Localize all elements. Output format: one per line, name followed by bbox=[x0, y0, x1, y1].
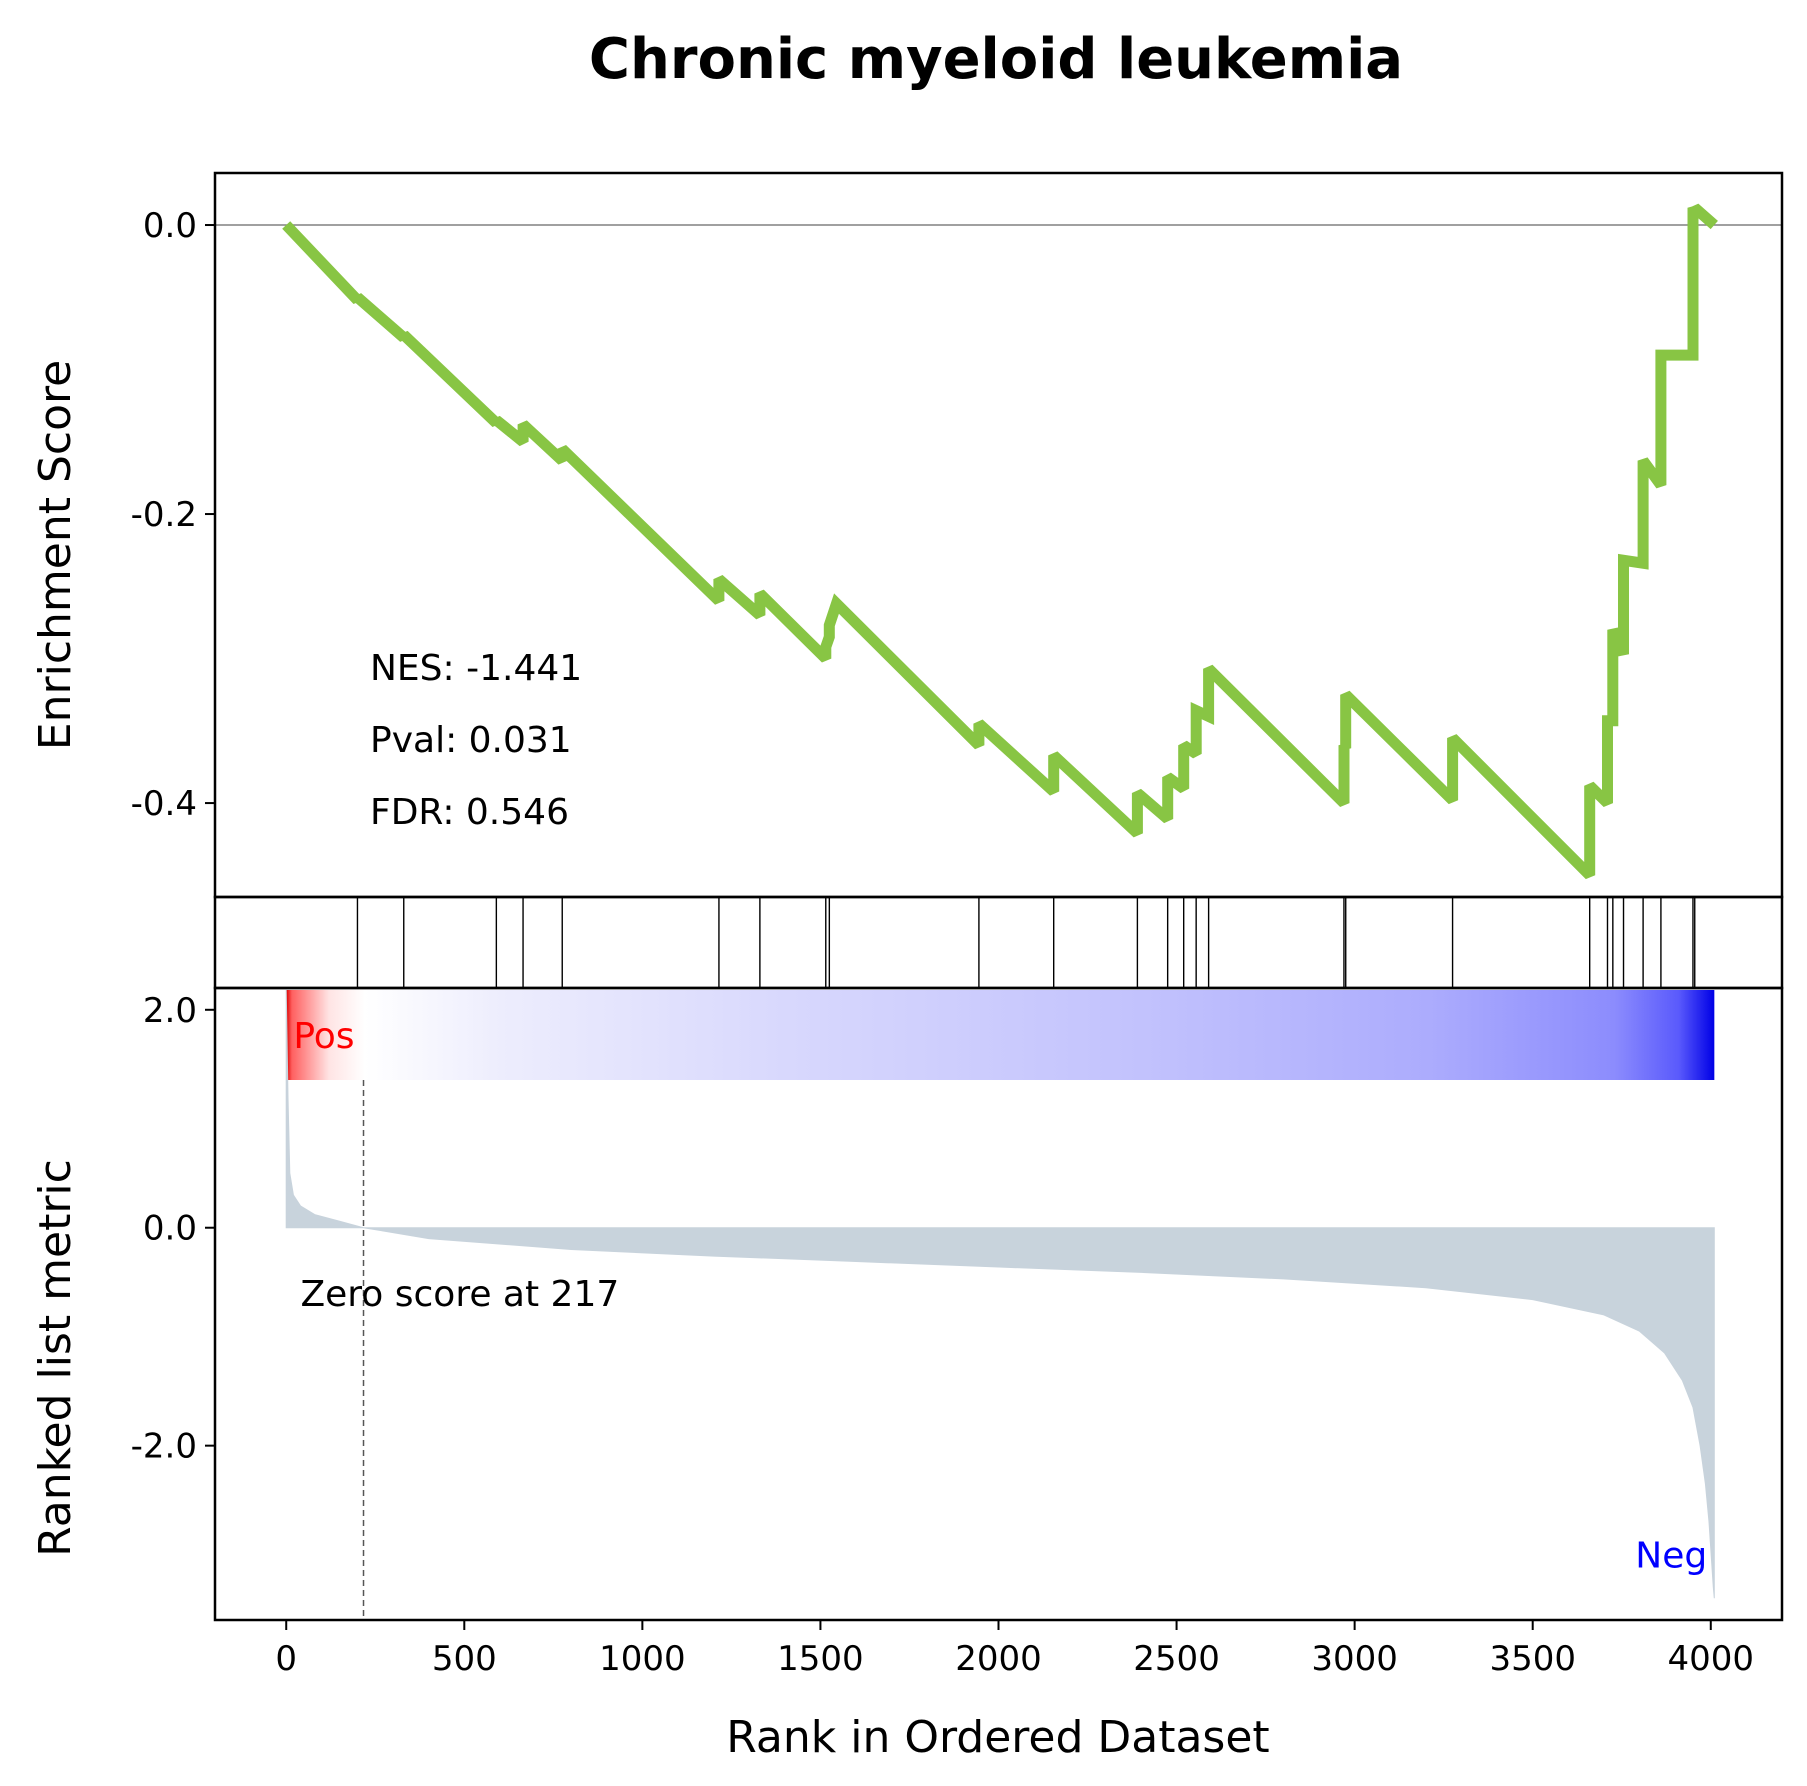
es-y-axis-label: Enrichment Score bbox=[30, 360, 81, 750]
x-tick-label: 3000 bbox=[1311, 1639, 1398, 1679]
x-tick-label: 1500 bbox=[777, 1639, 864, 1679]
zero-score-text: Zero score at 217 bbox=[300, 1274, 619, 1315]
x-tick-label: 2000 bbox=[955, 1639, 1042, 1679]
rm-y-tick-label: 0.0 bbox=[143, 1209, 197, 1249]
rm-y-tick-label: -2.0 bbox=[131, 1427, 197, 1467]
x-tick-label: 3500 bbox=[1489, 1639, 1576, 1679]
es-y-tick-label: 0.0 bbox=[143, 206, 197, 246]
pos-label: Pos bbox=[293, 1016, 354, 1057]
enrichment-panel: 0.0 -0.2 -0.4 NES: -1.441 Pval: 0.031 FDR:… bbox=[30, 171, 1784, 899]
rank-heatmap-bar bbox=[286, 990, 1715, 1080]
pval-text: Pval: 0.031 bbox=[370, 720, 572, 761]
x-tick-label: 500 bbox=[432, 1639, 497, 1679]
x-axis: 0 500 1000 1500 2000 2500 3000 3500 4000 bbox=[275, 1620, 1754, 1679]
ranked-panel: 2.0 0.0 -2.0 Pos Neg Zero score at 217 Ran… bbox=[30, 986, 1784, 1622]
hit-lines bbox=[356, 897, 1696, 988]
x-tick-label: 0 bbox=[275, 1639, 297, 1679]
es-y-tick-label: -0.4 bbox=[131, 784, 197, 824]
x-tick-label: 1000 bbox=[599, 1639, 686, 1679]
x-tick-label: 4000 bbox=[1668, 1639, 1755, 1679]
es-panel-frame bbox=[213, 171, 1784, 899]
rm-y-tick-label: 2.0 bbox=[143, 991, 197, 1031]
es-line bbox=[282, 203, 1718, 880]
rm-y-axis: 2.0 0.0 -2.0 bbox=[131, 991, 215, 1467]
es-y-axis: 0.0 -0.2 -0.4 bbox=[131, 206, 215, 824]
nes-text: NES: -1.441 bbox=[370, 648, 582, 689]
neg-label: Neg bbox=[1635, 1536, 1707, 1577]
hits-panel bbox=[213, 895, 1784, 990]
fdr-text: FDR: 0.546 bbox=[370, 792, 569, 833]
hits-panel-frame bbox=[213, 895, 1784, 990]
x-tick-label: 2500 bbox=[1133, 1639, 1220, 1679]
rm-y-axis-label: Ranked list metric bbox=[30, 1159, 81, 1557]
ranked-metric-area bbox=[285, 987, 1715, 1599]
chart-title: Chronic myeloid leukemia bbox=[589, 27, 1403, 92]
es-y-tick-label: -0.2 bbox=[131, 495, 197, 535]
x-axis-label: Rank in Ordered Dataset bbox=[726, 1712, 1269, 1763]
